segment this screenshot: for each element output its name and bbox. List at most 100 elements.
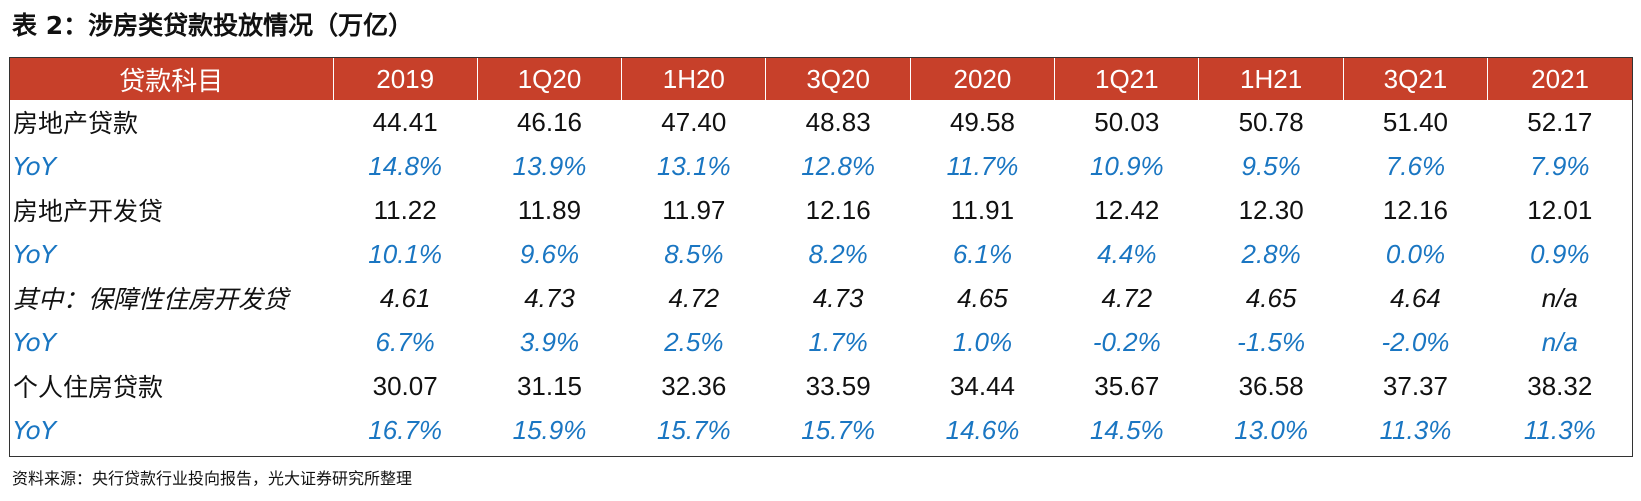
- table-cell: 48.83: [805, 106, 871, 137]
- source-note: 资料来源：央行贷款行业投向报告，光大证券研究所整理: [12, 469, 413, 488]
- header-cell-2019: 2019: [332, 58, 478, 100]
- loan-table: 贷款科目 2019 1Q20 1H20 3Q20 2020 1Q21 1H21 …: [10, 58, 1632, 452]
- table-row: YoY 6.7% 3.9% 2.5% 1.7% 1.0% -0.2% -1.5% -2.0% n/…: [10, 320, 1632, 364]
- table-cell: 8.2%: [808, 238, 868, 269]
- table-cell: 11.97: [662, 194, 726, 225]
- table-cell: 7.9%: [1530, 150, 1590, 181]
- table-cell: 30.07: [372, 370, 438, 401]
- table-cell: 11.22: [373, 194, 437, 225]
- table-cell: 32.36: [661, 370, 727, 401]
- table-cell: 4.61: [379, 282, 431, 313]
- table-row: 个人住房贷款 30.07 31.15 32.36 33.59 34.44 35.67 36.5…: [10, 364, 1632, 408]
- table-cell: 13.9%: [512, 150, 587, 181]
- table-cell: 14.5%: [1089, 414, 1164, 445]
- row-label: 个人住房贷款: [13, 373, 164, 402]
- table-cell: 15.7%: [656, 414, 731, 445]
- table-cell: 11.3%: [1379, 414, 1452, 445]
- table-cell: 4.73: [524, 282, 575, 313]
- row-label: 房地产开发贷: [13, 197, 164, 226]
- table-cell: 12.42: [1094, 194, 1160, 225]
- table-row: 房地产开发贷 11.22 11.89 11.97 12.16 11.91 12.42 12.3…: [10, 188, 1632, 232]
- table-cell: 11.3%: [1523, 414, 1596, 445]
- table-cell: 12.16: [1382, 194, 1448, 225]
- table-cell: n/a: [1541, 282, 1578, 313]
- table-cell: 4.65: [957, 282, 1008, 313]
- table-cell: 9.5%: [1241, 150, 1301, 181]
- row-label: YoY: [13, 415, 57, 445]
- header-cell-1q21: 1Q21: [1054, 58, 1199, 100]
- header-cell-3q20: 3Q20: [765, 58, 911, 100]
- table-cell: 36.58: [1238, 370, 1304, 401]
- table-row: YoY 16.7% 15.9% 15.7% 15.7% 14.6% 14.5% 13.0% 11…: [10, 408, 1632, 452]
- table-cell: 4.72: [1101, 282, 1153, 313]
- table-cell: 13.0%: [1234, 414, 1308, 445]
- table-cell: 12.01: [1527, 194, 1593, 225]
- table-cell: 9.6%: [519, 238, 580, 269]
- table-cell: 3.9%: [519, 326, 580, 357]
- table-cell: 31.15: [516, 370, 583, 401]
- table-body: 房地产贷款 44.41 46.16 47.40 48.83 49.58 50.03 50.78…: [10, 100, 1632, 452]
- table-cell: 6.1%: [952, 238, 1013, 269]
- table-cell: 35.67: [1094, 370, 1160, 401]
- header-cell-2021: 2021: [1487, 58, 1632, 100]
- table-cell: 14.6%: [945, 414, 1020, 445]
- table-cell: 7.6%: [1385, 150, 1446, 181]
- table-cell: 49.58: [949, 106, 1016, 137]
- header-cell-2020: 2020: [909, 58, 1055, 100]
- table-cell: 2.5%: [664, 326, 724, 357]
- table-cell: 51.40: [1382, 106, 1448, 137]
- row-label: YoY: [13, 239, 57, 269]
- table-cell: -2.0%: [1381, 326, 1450, 357]
- table-cell: 16.7%: [368, 414, 443, 445]
- table-row: YoY 10.1% 9.6% 8.5% 8.2% 6.1% 4.4% 2.8% 0.0% 0.9%: [10, 232, 1632, 276]
- table-cell: 44.41: [372, 106, 438, 137]
- table-cell: 11.91: [950, 194, 1015, 225]
- table-cell: 1.7%: [808, 326, 868, 357]
- table-cell: n/a: [1541, 326, 1578, 357]
- table-cell: 0.9%: [1530, 238, 1590, 269]
- table-header: 贷款科目 2019 1Q20 1H20 3Q20 2020 1Q21 1H21 …: [10, 58, 1632, 100]
- table-cell: 11.89: [517, 194, 582, 225]
- table-title: 表 2：涉房类贷款投放情况（万亿）: [12, 11, 414, 40]
- header-cell-3q21: 3Q21: [1342, 58, 1488, 100]
- table-cell: 13.1%: [656, 150, 731, 181]
- table-cell: 2.8%: [1241, 238, 1301, 269]
- header-cell-subject: 贷款科目: [119, 65, 224, 96]
- table-cell: 4.73: [812, 282, 864, 313]
- loan-table-container: 贷款科目 2019 1Q20 1H20 3Q20 2020 1Q21 1H21 …: [9, 57, 1633, 457]
- header-cell-1h20: 1H20: [621, 58, 766, 100]
- table-cell: 52.17: [1527, 106, 1593, 137]
- table-cell: 14.8%: [368, 150, 443, 181]
- header-row: 贷款科目 2019 1Q20 1H20 3Q20 2020 1Q21 1H21 …: [10, 58, 1632, 100]
- table-cell: 47.40: [661, 106, 727, 137]
- table-row: 其中：保障性住房开发贷 4.61 4.73 4.72 4.73 4.65 4.72 4.65 4…: [10, 276, 1632, 320]
- table-cell: 12.30: [1238, 194, 1304, 225]
- table-cell: 6.7%: [375, 326, 435, 357]
- table-cell: 4.4%: [1097, 238, 1157, 269]
- table-row: 房地产贷款 44.41 46.16 47.40 48.83 49.58 50.03 50.78…: [10, 100, 1632, 144]
- table-cell: 15.9%: [512, 414, 587, 445]
- table-cell: 37.37: [1382, 370, 1448, 401]
- table-cell: 11.7%: [946, 150, 1019, 181]
- header-cell-1h21: 1H21: [1198, 58, 1344, 100]
- row-label: 房地产贷款: [13, 109, 139, 138]
- table-cell: 12.16: [805, 194, 871, 225]
- table-cell: -0.2%: [1092, 326, 1161, 357]
- row-label: 其中：保障性住房开发贷: [13, 285, 289, 314]
- table-cell: 8.5%: [664, 238, 724, 269]
- table-cell: 10.1%: [368, 238, 443, 269]
- table-cell: 46.16: [516, 106, 583, 137]
- header-cell-1q20: 1Q20: [476, 58, 622, 100]
- table-cell: 0.0%: [1385, 238, 1446, 269]
- table-cell: 10.9%: [1089, 150, 1164, 181]
- table-cell: 12.8%: [801, 150, 876, 181]
- table-cell: 15.7%: [801, 414, 876, 445]
- table-cell: 38.32: [1527, 370, 1593, 401]
- table-cell: 4.72: [668, 282, 720, 313]
- table-row: YoY 14.8% 13.9% 13.1% 12.8% 11.7% 10.9% 9.5% 7.6…: [10, 144, 1632, 188]
- table-cell: 1.0%: [952, 326, 1013, 357]
- row-label: YoY: [13, 151, 57, 181]
- table-cell: 4.64: [1390, 282, 1441, 313]
- table-cell: 34.44: [949, 370, 1016, 401]
- row-label: YoY: [13, 327, 57, 357]
